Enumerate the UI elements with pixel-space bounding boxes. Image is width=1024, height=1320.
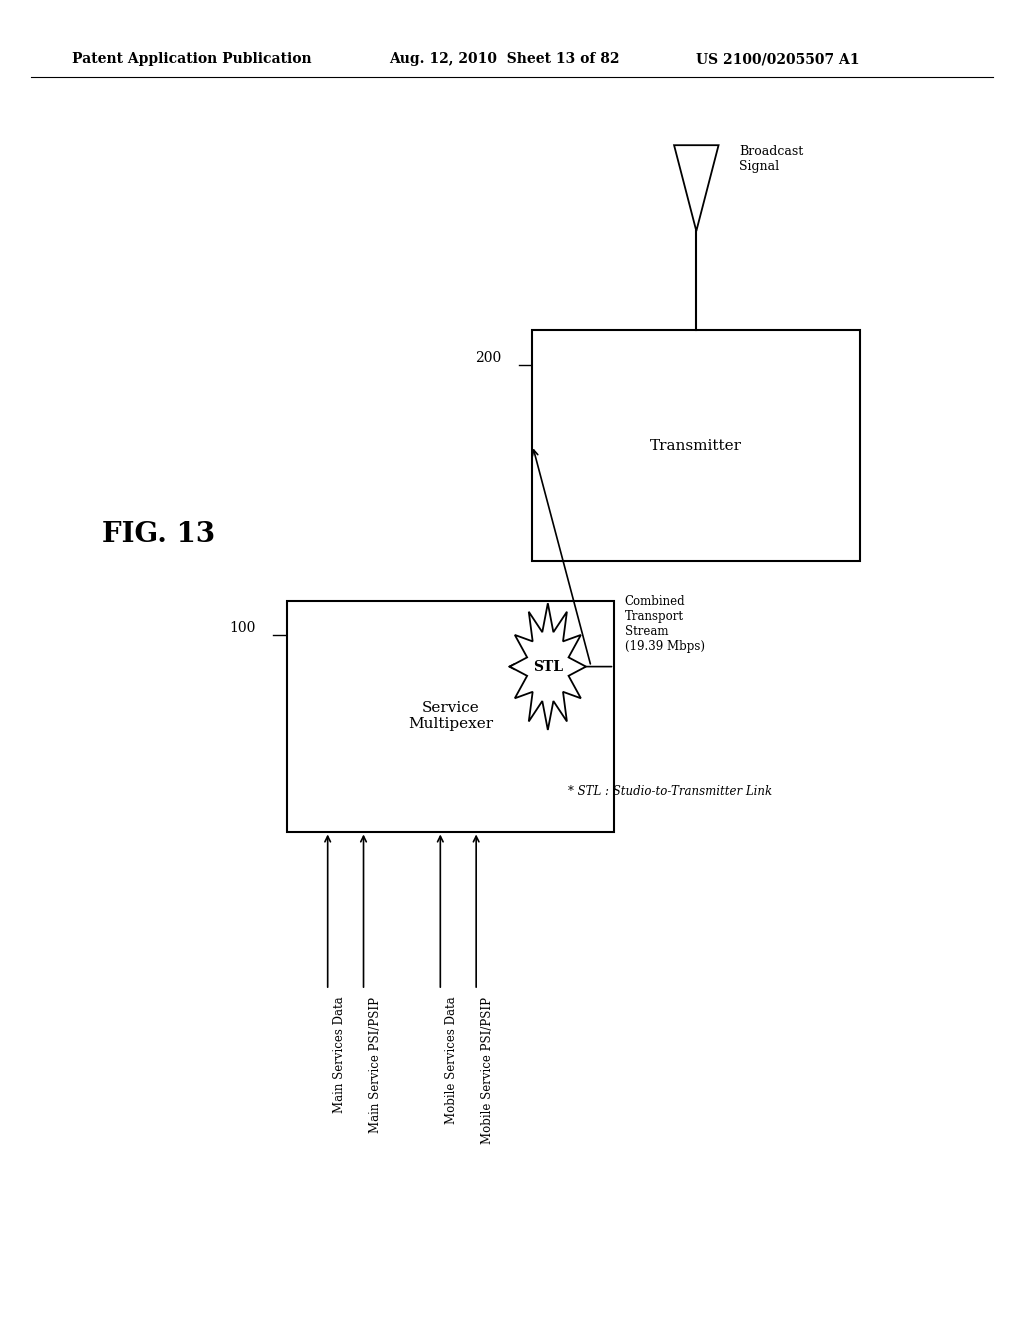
Text: Mobile Service PSI/PSIP: Mobile Service PSI/PSIP bbox=[481, 997, 495, 1143]
Bar bbox=[532, 330, 860, 561]
Text: FIG. 13: FIG. 13 bbox=[102, 521, 215, 548]
Polygon shape bbox=[510, 603, 586, 730]
Text: 100: 100 bbox=[229, 622, 256, 635]
Text: US 2100/0205507 A1: US 2100/0205507 A1 bbox=[696, 53, 860, 66]
Bar bbox=[287, 601, 614, 832]
Text: 200: 200 bbox=[475, 351, 502, 364]
Text: STL: STL bbox=[532, 660, 563, 673]
Text: Main Services Data: Main Services Data bbox=[333, 997, 346, 1113]
Text: Mobile Services Data: Mobile Services Data bbox=[445, 997, 459, 1125]
Text: Transmitter: Transmitter bbox=[650, 438, 742, 453]
Text: Aug. 12, 2010  Sheet 13 of 82: Aug. 12, 2010 Sheet 13 of 82 bbox=[389, 53, 620, 66]
Polygon shape bbox=[674, 145, 719, 231]
Text: * STL : Studio-to-Transmitter Link: * STL : Studio-to-Transmitter Link bbox=[568, 785, 772, 799]
Text: Service
Multipexer: Service Multipexer bbox=[408, 701, 494, 731]
Text: Patent Application Publication: Patent Application Publication bbox=[72, 53, 311, 66]
Text: Broadcast
Signal: Broadcast Signal bbox=[739, 145, 803, 173]
Text: Main Service PSI/PSIP: Main Service PSI/PSIP bbox=[369, 997, 382, 1133]
Text: Combined
Transport
Stream
(19.39 Mbps): Combined Transport Stream (19.39 Mbps) bbox=[625, 595, 705, 653]
